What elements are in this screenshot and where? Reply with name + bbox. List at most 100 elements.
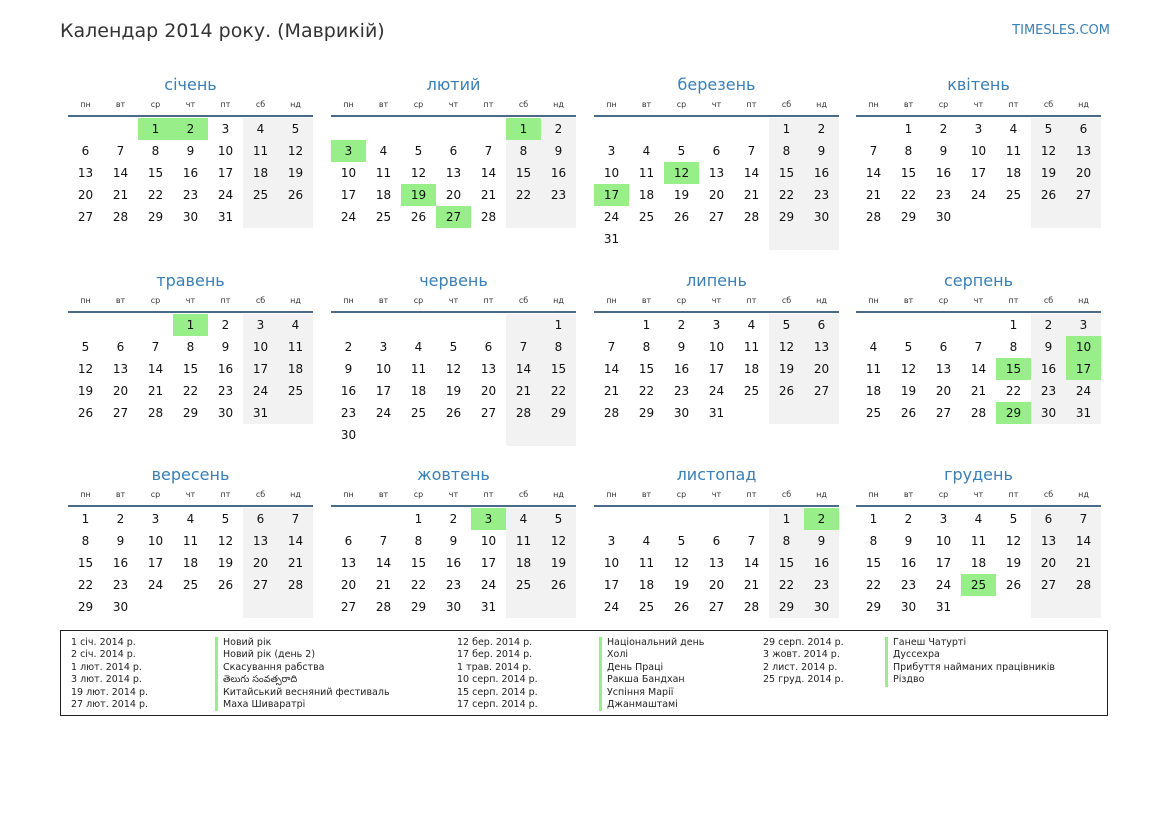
day-cell: 31 <box>1066 402 1101 424</box>
day-cell: 30 <box>804 596 839 618</box>
day-cell: 21 <box>743 188 760 202</box>
day-cell: 13 <box>708 166 725 180</box>
day-cell: 20 <box>480 384 497 398</box>
day-cell: 8 <box>769 530 804 552</box>
day-cell: 8 <box>642 340 651 354</box>
site-link[interactable]: TIMESLES.COM <box>1012 23 1110 38</box>
weekday-label: пн <box>606 100 617 109</box>
day-cell: 27 <box>708 600 725 614</box>
day-cell: 5 <box>1009 512 1018 526</box>
day-cell: 26 <box>445 406 462 420</box>
month-4: квітень пн вт ср чт пт сб нд 1 2 3 4 5 6 7 8 9 10 11 12 13 14… <box>856 74 1101 228</box>
day-grid: 1 2 3 4 5 6 7 8 9 10 11 12 13 14 15 16 17 18 19 20 21 22 23 24 2… <box>594 508 839 618</box>
day-cell: 15 <box>410 556 427 570</box>
day-cell: 3 <box>1066 314 1101 336</box>
weekday-label: пт <box>746 490 757 499</box>
day-cell: 25 <box>278 380 313 402</box>
day-cell: 20 <box>445 188 462 202</box>
day-cell: 10 <box>217 144 234 158</box>
day-cell: 28 <box>506 402 541 424</box>
day-grid: 1 2 3 4 5 6 7 8 9 10 11 12 13 14 15 16 17 18 19 20 21 22 23 24 2… <box>856 314 1101 424</box>
weekday-header: пн вт ср чт пт сб нд <box>331 99 576 117</box>
day-cell: 23 <box>935 188 952 202</box>
day-cell: 12 <box>445 362 462 376</box>
empty-cell <box>629 118 664 140</box>
day-cell: 14 <box>375 556 392 570</box>
day-cell: 16 <box>541 162 576 184</box>
empty-cell <box>804 228 839 250</box>
day-cell: 3 <box>939 512 948 526</box>
day-cell: 15 <box>541 358 576 380</box>
day-cell: 6 <box>116 340 125 354</box>
weekday-label: сб <box>781 490 792 499</box>
day-cell: 10 <box>480 534 497 548</box>
day-cell: 3 <box>607 144 616 158</box>
legend-dates-column: 29 серп. 2014 р. 3 жовт. 2014 р. 2 лист. 2… <box>763 637 844 687</box>
weekday-label: чт <box>973 490 984 499</box>
day-cell: 30 <box>182 210 199 224</box>
weekday-label: ср <box>938 490 949 499</box>
day-cell: 13 <box>804 336 839 358</box>
weekday-label: чт <box>448 296 459 305</box>
empty-cell <box>856 314 891 336</box>
day-cell: 17 <box>935 556 952 570</box>
month-5: травень пн вт ср чт пт сб нд 1 2 3 4 5 6 7 8 9 10 11 12 13 14… <box>68 270 313 424</box>
month-2: лютий пн вт ср чт пт сб нд 1 2 3 4 5 6 7 8 9 10 11 12 13 14 15… <box>331 74 576 228</box>
day-cell: 13 <box>1031 530 1066 552</box>
legend-date: 2 лист. 2014 р. <box>763 661 838 673</box>
day-cell: 8 <box>869 534 878 548</box>
day-cell: 19 <box>900 384 917 398</box>
day-cell: 13 <box>112 362 129 376</box>
day-cell: 23 <box>445 578 462 592</box>
day-cell: 10 <box>970 144 987 158</box>
empty-cell <box>1031 596 1066 618</box>
legend-date: 1 лют. 2014 р. <box>71 661 142 673</box>
day-cell: 19 <box>217 556 234 570</box>
day-cell: 30 <box>804 206 839 228</box>
weekday-label: вт <box>115 296 126 305</box>
weekday-label: пн <box>868 490 879 499</box>
weekday-label: вт <box>378 296 389 305</box>
weekday-label: ср <box>676 296 687 305</box>
day-cell: 18 <box>970 556 987 570</box>
day-cell: 9 <box>804 140 839 162</box>
day-grid: 1 2 3 4 5 6 7 8 9 10 11 12 13 14 15 16 17 18 19 20 21 22 23 24 2… <box>331 508 576 618</box>
day-cell: 8 <box>904 144 913 158</box>
weekday-header: пн вт ср чт пт сб нд <box>68 99 313 117</box>
weekday-label: сб <box>255 100 266 109</box>
legend-holiday-name: Ракша Бандхан <box>599 674 704 687</box>
weekday-label: ср <box>938 296 949 305</box>
day-cell: 9 <box>116 534 125 548</box>
weekday-label: вт <box>641 490 652 499</box>
weekday-label: ср <box>413 296 424 305</box>
day-cell: 22 <box>182 384 199 398</box>
day-cell: 13 <box>708 556 725 570</box>
weekday-label: пн <box>606 296 617 305</box>
empty-cell <box>331 118 366 140</box>
empty-cell <box>331 314 366 336</box>
holiday-day: 2 <box>804 508 839 530</box>
day-cell: 25 <box>182 578 199 592</box>
day-cell: 1 <box>904 122 913 136</box>
empty-cell <box>664 508 699 530</box>
legend-holiday-name: తెలుగు సంవత్సరాది <box>215 674 390 687</box>
empty-cell <box>961 596 996 618</box>
weekday-label: чт <box>448 490 459 499</box>
day-cell: 20 <box>1066 162 1101 184</box>
weekday-label: сб <box>781 296 792 305</box>
day-cell: 15 <box>900 166 917 180</box>
day-cell: 28 <box>970 406 987 420</box>
day-cell: 25 <box>243 184 278 206</box>
day-cell: 10 <box>375 362 392 376</box>
weekday-label: пт <box>1008 490 1019 499</box>
holiday-day: 1 <box>138 118 173 140</box>
holiday-day: 19 <box>401 184 436 206</box>
day-cell: 13 <box>243 530 278 552</box>
day-cell: 12 <box>1005 534 1022 548</box>
weekday-label: чт <box>973 100 984 109</box>
legend-names-column: Національний день Холі День Праці Ракша Бан… <box>599 637 704 712</box>
day-cell: 27 <box>480 406 497 420</box>
holiday-day: 2 <box>173 118 208 140</box>
day-cell: 21 <box>743 578 760 592</box>
day-cell: 11 <box>278 336 313 358</box>
